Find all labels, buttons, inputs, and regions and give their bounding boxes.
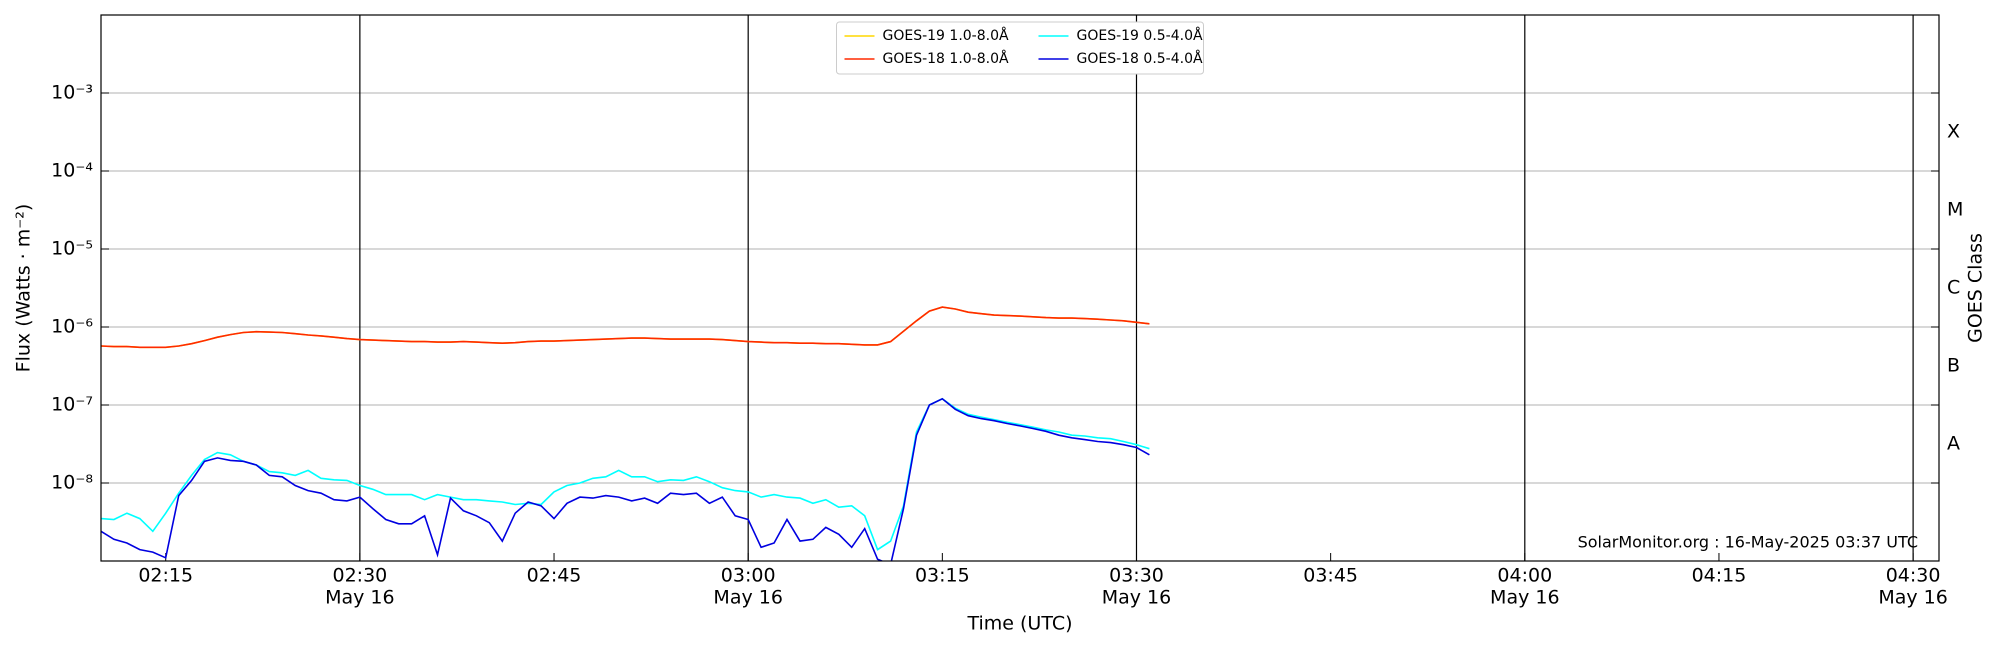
y-tick-label: 10⁻⁸	[51, 472, 93, 494]
legend-label: GOES-19 1.0-8.0Å	[883, 27, 1009, 44]
y-tick-label: 10⁻⁴	[51, 160, 93, 182]
y-tick-label: 10⁻⁷	[51, 394, 93, 416]
plot-area	[101, 306, 1150, 561]
legend-label: GOES-18 1.0-8.0Å	[883, 50, 1009, 67]
x-tick-date: May 16	[1102, 587, 1172, 609]
legend-label: GOES-18 0.5-4.0Å	[1077, 50, 1203, 67]
legend-box	[836, 21, 1204, 75]
x-tick-date: May 16	[713, 587, 783, 609]
y-axis-label: Flux (Watts · m⁻²)	[13, 204, 35, 373]
x-tick-date: May 16	[1878, 587, 1948, 609]
x-tick-date: May 16	[1490, 587, 1560, 609]
plot-frame	[100, 14, 1940, 562]
y2-axis-label: GOES Class	[1965, 233, 1987, 343]
x-tick-label: 03:30	[1109, 565, 1164, 587]
y-tick-label: 10⁻³	[51, 82, 93, 104]
y2-tick-label: B	[1947, 355, 1960, 377]
x-tick-label: 03:15	[915, 565, 970, 587]
x-tick-label: 04:15	[1692, 565, 1747, 587]
legend-label: GOES-19 0.5-4.0Å	[1077, 27, 1203, 44]
x-tick-date: May 16	[325, 587, 395, 609]
series-line	[101, 397, 1150, 561]
y2-tick-label: M	[1947, 199, 1963, 221]
x-tick-label: 04:30	[1886, 565, 1941, 587]
x-tick-label: 04:00	[1497, 565, 1552, 587]
y2-tick-label: X	[1947, 121, 1960, 143]
x-tick-label: 02:45	[527, 565, 582, 587]
x-axis-label: Time (UTC)	[966, 613, 1072, 635]
y-tick-label: 10⁻⁵	[51, 238, 93, 260]
annotation: SolarMonitor.org : 16-May-2025 03:37 UTC	[1578, 533, 1918, 552]
y2-tick-label: A	[1947, 433, 1960, 455]
x-tick-label: 03:00	[721, 565, 776, 587]
series-line	[101, 397, 1150, 551]
x-tick-label: 02:15	[138, 565, 193, 587]
x-tick-label: 03:45	[1303, 565, 1358, 587]
x-tick-label: 02:30	[332, 565, 387, 587]
y-tick-label: 10⁻⁶	[51, 316, 93, 338]
y2-tick-label: C	[1947, 277, 1960, 299]
series-line	[101, 306, 1150, 349]
